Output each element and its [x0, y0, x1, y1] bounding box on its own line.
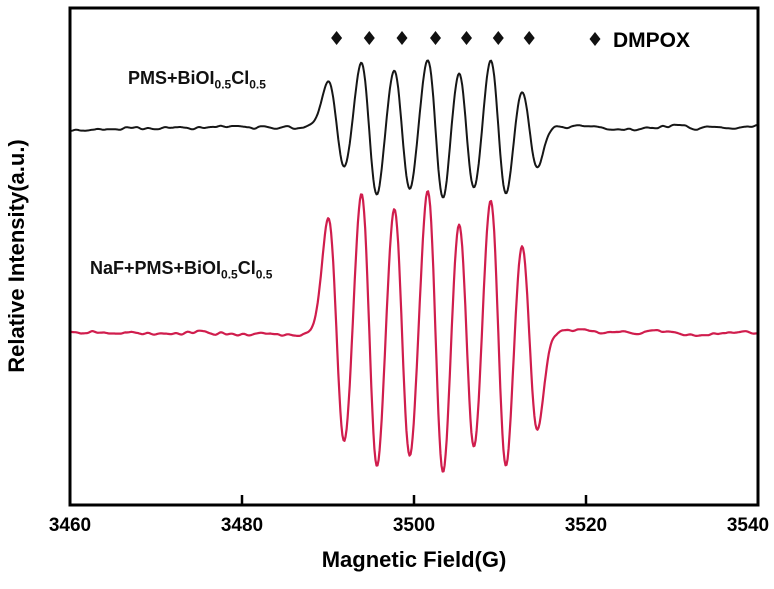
- series2-label-text2: Cl: [237, 258, 256, 278]
- legend-diamond-icon: [589, 32, 601, 46]
- series1-label-sub1: 0.5: [214, 77, 232, 92]
- dmpox-peak-marker-icon: [430, 31, 441, 45]
- y-axis-title: Relative Intensity(a.u.): [4, 139, 29, 373]
- x-tick-label: 3460: [49, 515, 91, 536]
- series1-label-text: PMS+BiOI: [128, 68, 215, 88]
- spectrum-curve-1: [69, 59, 759, 199]
- x-tick-label: 3500: [393, 515, 435, 536]
- series-label-pms-bioi: PMS+BiOI0.5Cl0.5: [128, 68, 266, 92]
- dmpox-peak-marker-icon: [331, 31, 343, 45]
- x-tick-label: 3520: [565, 515, 607, 536]
- dmpox-peak-marker-icon: [461, 31, 472, 45]
- x-axis-title: Magnetic Field(G): [322, 547, 507, 572]
- series1-label-text2: Cl: [231, 68, 250, 88]
- series2-label-sub2: 0.5: [255, 267, 273, 282]
- dmpox-peak-marker-icon: [523, 31, 535, 45]
- x-tick-label: 3480: [221, 515, 263, 536]
- legend-label: DMPOX: [613, 29, 690, 52]
- series2-label-text: NaF+PMS+BiOI: [90, 258, 222, 278]
- series2-label-sub1: 0.5: [221, 267, 238, 282]
- x-tick-label: 3540: [727, 515, 769, 536]
- series-label-naf-pms-bioi: NaF+PMS+BiOI0.5Cl0.5: [90, 258, 272, 282]
- dmpox-peak-marker-icon: [396, 31, 408, 45]
- dmpox-peak-marker-icon: [492, 31, 504, 45]
- series1-label-sub2: 0.5: [249, 77, 266, 92]
- dmpox-peak-marker-icon: [363, 31, 375, 45]
- spectrum-curve-2: [68, 190, 759, 473]
